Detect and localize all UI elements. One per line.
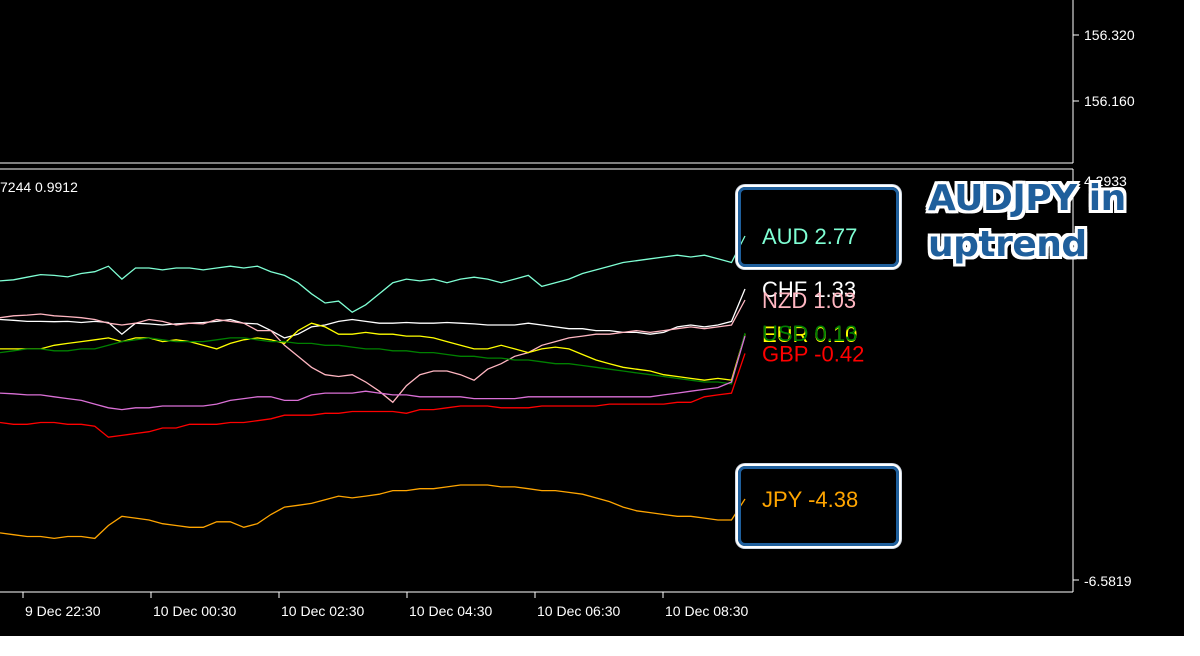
time-tick-label: 10 Dec 02:30 [281,603,364,619]
series-label-gbp: GBP -0.42 [762,341,864,366]
chart-border [1184,0,1200,656]
indicator-max-label: 4.2933 [1084,173,1127,189]
series-line-nzd [0,299,746,404]
series-label-jpy: JPY -4.38 [762,487,858,512]
series-line-usd [0,332,746,385]
annotation-line-2: uptrend [928,224,1087,265]
indicator-min-label: -6.5819 [1084,573,1132,589]
time-tick-label: 10 Dec 08:30 [665,603,748,619]
time-tick-label: 9 Dec 22:30 [25,603,101,619]
series-label-nzd: NZD 1.03 [762,288,856,313]
series-lines [0,235,746,540]
jpy-highlight-box [738,466,899,546]
time-axis: 9 Dec 22:30 10 Dec 00:30 10 Dec 02:30 10 De… [22,592,748,619]
price-tick-label: 156.160 [1084,93,1135,109]
series-label-chf: CHF 1.33 [762,277,856,302]
price-tick-label: 156.320 [1084,27,1135,43]
chart-canvas [0,0,1184,636]
series-label-eur: EUR 0.10 [762,322,857,347]
indicator-header-values: 7244 0.9912 [0,179,78,195]
series-line-cad [0,335,746,411]
series-line-jpy [0,484,746,540]
trend-annotation: AUDJPY in uptrend [928,176,1188,268]
series-line-gbp [0,353,746,438]
time-tick-label: 10 Dec 00:30 [153,603,236,619]
series-label-aud: AUD 2.77 [762,224,857,249]
aud-highlight-box [738,187,899,267]
time-tick-label: 10 Dec 06:30 [537,603,620,619]
annotation-line-1: AUDJPY in [928,178,1126,219]
series-line-aud [0,235,746,313]
series-label-usd: USD 0.13 [762,321,857,346]
time-tick-label: 10 Dec 04:30 [409,603,492,619]
